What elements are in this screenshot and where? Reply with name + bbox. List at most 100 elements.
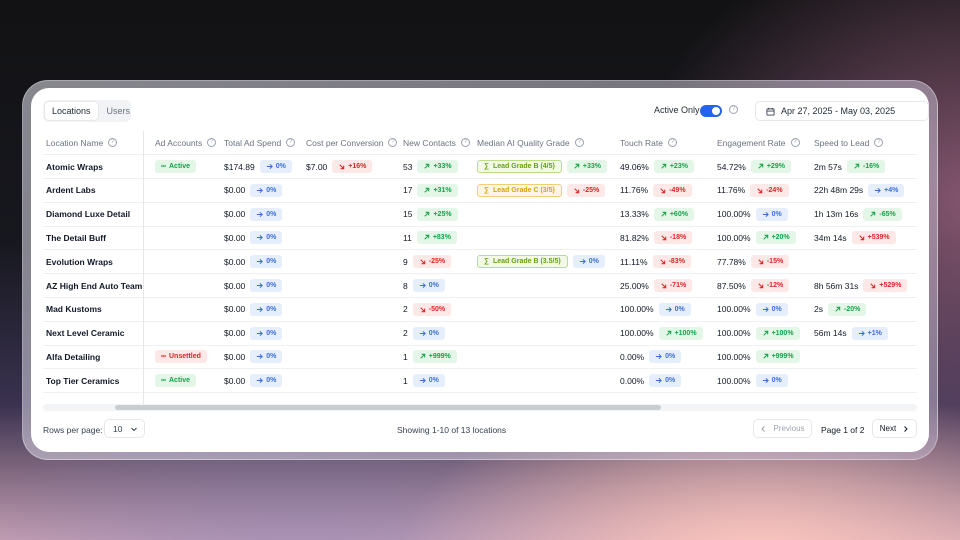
- change-value: -50%: [428, 305, 446, 313]
- help-icon[interactable]: ?: [790, 138, 800, 147]
- column-header-label: Total Ad Spend: [224, 137, 282, 148]
- table-row[interactable]: Alfa Detailing ∞ Unsettled $0.00 0% 1 +999% 0.0…: [43, 345, 917, 370]
- table-cell: 2 -50%: [403, 298, 452, 321]
- arrow-icon: [665, 306, 672, 313]
- table-row[interactable]: Next Level Ceramic $0.00 0% 2 0% 100.00% +100%…: [43, 322, 917, 346]
- arrow-icon: [756, 187, 763, 194]
- column-header[interactable]: Ad Accounts?: [155, 131, 217, 154]
- change-badge: +20%: [755, 231, 796, 245]
- table-cell: 13.33% +60%: [620, 203, 694, 226]
- speed-to-lead: 2m 57s: [814, 161, 842, 172]
- change-value: -65%: [879, 210, 896, 218]
- arrow-icon: [256, 353, 264, 360]
- active-only-toggle[interactable]: [700, 105, 722, 117]
- table-cell: $0.00 0%: [224, 203, 283, 226]
- column-header[interactable]: Location Name?: [46, 131, 118, 154]
- previous-page-button[interactable]: Previous: [753, 419, 812, 438]
- change-badge: +16%: [332, 160, 373, 173]
- calendar-icon: [766, 107, 775, 116]
- column-header[interactable]: Total Ad Spend?: [224, 131, 296, 154]
- table-row[interactable]: The Detail Buff $0.00 0% 11 +83% 81.82% -18% 10…: [43, 226, 917, 251]
- change-value: -49%: [669, 186, 686, 194]
- location-name: AZ High End Auto Team: [46, 280, 143, 291]
- change-value: -71%: [669, 282, 687, 289]
- table-cell: 25.00% -71%: [620, 274, 693, 297]
- table-cell: 1 0%: [403, 369, 445, 392]
- column-header[interactable]: Speed to Lead?: [814, 131, 884, 154]
- showing-count: Showing 1-10 of 13 locations: [397, 425, 507, 435]
- new-contacts: 53: [403, 161, 413, 172]
- table-cell: $0.00 0%: [224, 345, 283, 368]
- column-header[interactable]: Engagement Rate?: [717, 131, 800, 154]
- table-cell: 53 +33%: [403, 155, 458, 178]
- help-icon[interactable]: ?: [574, 138, 584, 147]
- table-row[interactable]: Diamond Luxe Detail $0.00 0% 15 +25% 13.33% +6…: [43, 203, 917, 227]
- change-badge: 0%: [250, 207, 283, 221]
- table-row[interactable]: Top Tier Ceramics ∞ Active $0.00 0% 1 0% 0.00% 0…: [43, 369, 917, 394]
- help-icon[interactable]: ?: [668, 138, 677, 147]
- tab-users[interactable]: Users: [106, 106, 131, 116]
- date-range-picker[interactable]: Apr 27, 2025 - May 03, 2025: [755, 101, 929, 121]
- table-cell: The Detail Buff: [46, 226, 106, 249]
- scrollbar-thumb[interactable]: [115, 405, 661, 410]
- change-value: 0%: [665, 377, 676, 385]
- horizontal-scrollbar[interactable]: [43, 404, 917, 411]
- table-cell: $0.00 0%: [224, 179, 283, 202]
- new-contacts: 1: [403, 375, 408, 386]
- table-cell: 77.78% -15%: [717, 250, 790, 273]
- change-badge: 0%: [259, 160, 292, 173]
- location-name: The Detail Buff: [46, 232, 106, 243]
- table-cell: 2 0%: [403, 322, 445, 345]
- arrow-icon: [869, 211, 876, 218]
- table-cell: 56m 14s +1%: [814, 322, 888, 345]
- change-badge: +23%: [653, 160, 694, 173]
- table-cell: Diamond Luxe Detail: [46, 203, 130, 226]
- table-cell: 81.82% -18%: [620, 226, 693, 249]
- location-name: Top Tier Ceramics: [46, 375, 120, 386]
- column-header[interactable]: New Contacts?: [403, 131, 470, 154]
- table-cell: 0.00% 0%: [620, 369, 682, 392]
- table-cell: 1 +999%: [403, 345, 457, 368]
- change-badge: -25%: [566, 183, 606, 197]
- table-cell: 49.06% +23%: [620, 155, 694, 178]
- column-header[interactable]: Median AI Quality Grade?: [477, 131, 584, 154]
- engagement-rate: 54.72%: [717, 161, 746, 172]
- change-badge: 0%: [250, 255, 283, 269]
- column-header[interactable]: Cost per Conversion?: [306, 131, 398, 154]
- table-cell: 11.76% -24%: [717, 179, 789, 202]
- table-cell: 2s -20%: [814, 298, 867, 321]
- link-icon: ∞: [161, 163, 166, 170]
- new-contacts: 8: [403, 280, 408, 291]
- change-badge: -25%: [412, 255, 452, 269]
- table-row[interactable]: Atomic Wraps ∞ Active $174.89 0% $7.00 +16% 53 +…: [43, 155, 917, 179]
- ad-account-status: Active: [169, 377, 191, 385]
- help-icon[interactable]: ?: [729, 105, 738, 114]
- table-row[interactable]: AZ High End Auto Team $0.00 0% 8 0% 25.00% -71…: [43, 274, 917, 298]
- help-icon[interactable]: ?: [207, 138, 217, 147]
- tab-locations[interactable]: Locations: [45, 102, 98, 120]
- view-tabs: Locations Users: [43, 100, 131, 122]
- date-range-text: Apr 27, 2025 - May 03, 2025: [781, 106, 896, 116]
- change-value: 0%: [665, 353, 676, 361]
- help-icon[interactable]: ?: [286, 138, 296, 147]
- next-page-button[interactable]: Next: [872, 419, 917, 438]
- change-badge: 0%: [649, 350, 682, 364]
- quality-grade-badge: ∑ Lead Grade B (4/5): [477, 160, 562, 173]
- change-value: 0%: [266, 329, 277, 337]
- help-icon[interactable]: ?: [108, 138, 118, 147]
- table-row[interactable]: Mad Kustoms $0.00 0% 2 -50% 100.00% 0% 100.00% 0…: [43, 298, 917, 322]
- engagement-rate: 100.00%: [717, 209, 751, 220]
- help-icon[interactable]: ?: [388, 138, 398, 147]
- change-badge: -24%: [750, 183, 789, 197]
- change-value: +60%: [669, 210, 688, 218]
- total-ad-spend: $0.00: [224, 185, 246, 196]
- quality-grade-label: Lead Grade B (4/5): [493, 163, 555, 170]
- total-ad-spend: $0.00: [224, 351, 246, 362]
- help-icon[interactable]: ?: [874, 138, 884, 147]
- table-row[interactable]: Evolution Wraps $0.00 0% 9 -25% ∑ Lead Grade B…: [43, 250, 917, 275]
- help-icon[interactable]: ?: [460, 138, 470, 147]
- rows-per-page-select[interactable]: 10: [104, 419, 145, 438]
- column-header[interactable]: Touch Rate?: [620, 131, 677, 154]
- table-row[interactable]: Ardent Labs $0.00 0% 17 +31% ∑ Lead Grade C (3…: [43, 179, 917, 203]
- change-value: +33%: [433, 163, 452, 170]
